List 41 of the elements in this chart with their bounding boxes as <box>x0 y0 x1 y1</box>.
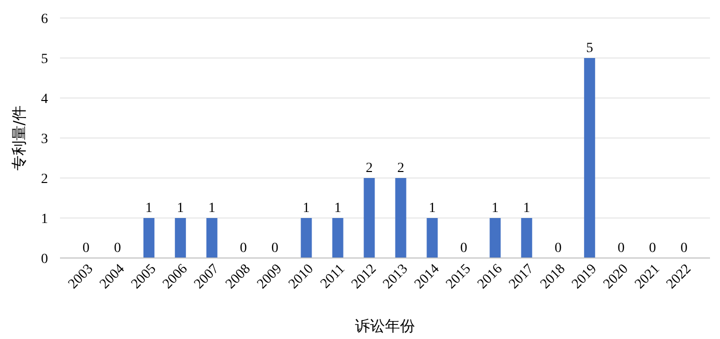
bar <box>174 218 186 258</box>
data-label: 0 <box>82 241 90 256</box>
bar <box>584 58 596 258</box>
bar <box>395 178 406 258</box>
data-label: 1 <box>334 201 342 216</box>
data-label: 1 <box>492 201 499 216</box>
data-label: 0 <box>114 241 121 256</box>
bar <box>426 218 438 258</box>
y-tick-label: 1 <box>41 212 48 227</box>
data-label: 0 <box>649 241 656 256</box>
data-label: 1 <box>145 201 152 216</box>
data-label: 0 <box>680 241 688 256</box>
y-axis-title: 专利量/件 <box>10 105 28 171</box>
bar <box>332 218 344 258</box>
bar <box>300 218 312 258</box>
data-label: 1 <box>302 201 310 216</box>
data-label: 0 <box>460 241 468 256</box>
y-tick-label: 2 <box>41 172 48 187</box>
bar <box>364 178 375 258</box>
y-tick-label: 6 <box>41 12 48 27</box>
data-label: 2 <box>397 161 404 176</box>
data-label: 5 <box>586 41 594 56</box>
x-axis-title: 诉讼年份 <box>355 317 415 335</box>
bar <box>143 218 154 258</box>
data-label: 1 <box>428 201 436 216</box>
data-label: 0 <box>271 241 278 256</box>
data-label: 1 <box>208 201 216 216</box>
data-label: 1 <box>523 201 530 216</box>
y-tick-label: 0 <box>41 252 48 267</box>
y-tick-label: 3 <box>41 132 48 147</box>
data-label: 0 <box>240 241 247 256</box>
bar <box>206 218 218 258</box>
y-tick-label: 4 <box>41 92 48 107</box>
data-label: 0 <box>618 241 625 256</box>
bar <box>521 218 532 258</box>
bar <box>490 218 501 258</box>
y-tick-label: 5 <box>41 52 48 67</box>
x-tick-label: 2011 <box>318 262 348 292</box>
data-label: 2 <box>366 161 373 176</box>
data-label: 0 <box>554 241 562 256</box>
data-label: 1 <box>176 201 184 216</box>
